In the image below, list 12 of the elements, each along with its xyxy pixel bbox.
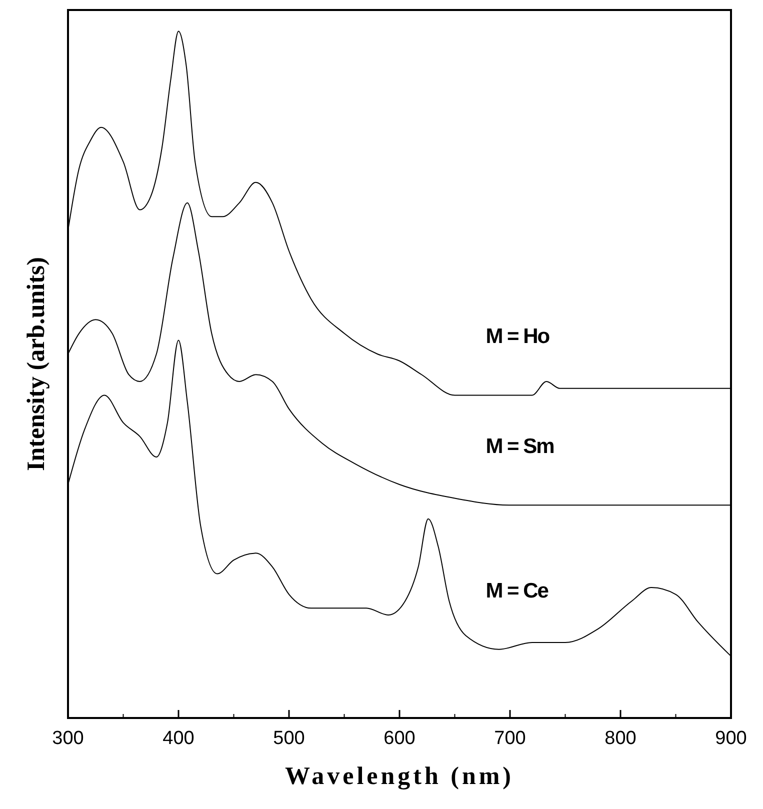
series-label: M = Ho — [486, 325, 550, 348]
y-axis-title: Intensity (arb.units) — [23, 257, 50, 471]
x-tick-label: 800 — [604, 728, 636, 749]
x-axis-title: Wavelength (nm) — [284, 763, 514, 790]
x-tick-label: 600 — [384, 728, 416, 749]
x-tick-label: 400 — [162, 728, 194, 749]
x-tick-label: 500 — [273, 728, 305, 749]
x-tick-label: 300 — [52, 728, 84, 749]
series-label: M = Ce — [486, 579, 548, 602]
text: M = Sm — [486, 435, 554, 458]
x-tick-label: 700 — [494, 728, 526, 749]
x-tick-label: 900 — [715, 728, 747, 749]
